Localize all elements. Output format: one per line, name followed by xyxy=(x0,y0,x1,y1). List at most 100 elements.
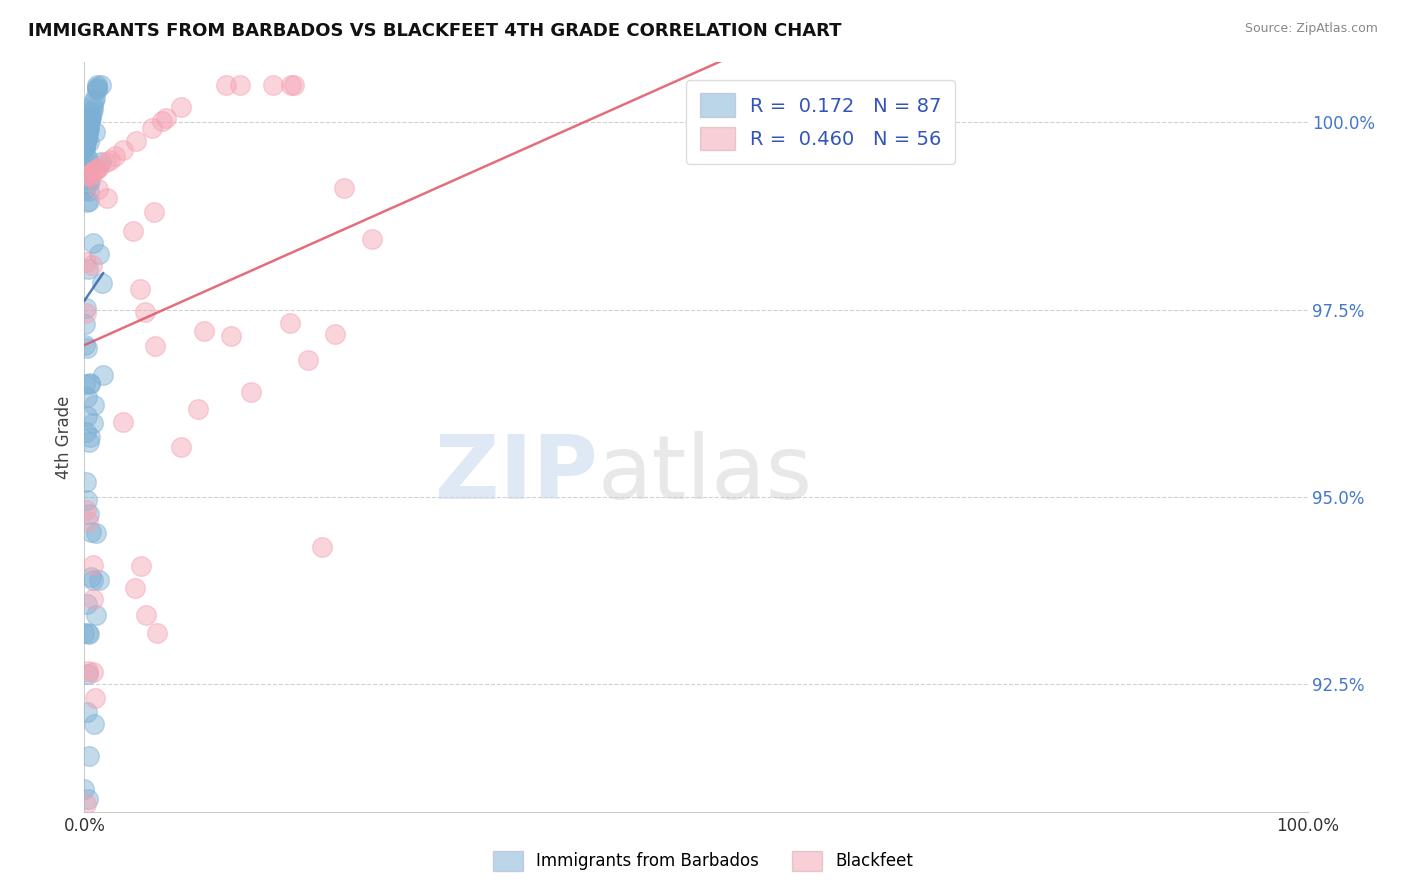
Point xyxy=(79,173,101,187)
Point xyxy=(82,558,104,573)
Point xyxy=(82,102,104,116)
Point xyxy=(90,78,112,92)
Point xyxy=(124,581,146,595)
Point xyxy=(77,169,100,183)
Point xyxy=(75,136,97,151)
Point xyxy=(76,152,98,166)
Point xyxy=(77,667,100,681)
Point xyxy=(73,782,96,797)
Point xyxy=(79,112,101,127)
Point xyxy=(80,108,103,122)
Point xyxy=(77,123,100,137)
Point xyxy=(77,508,100,522)
Point xyxy=(82,665,104,679)
Point xyxy=(75,135,97,149)
Point xyxy=(82,574,104,588)
Point xyxy=(77,120,100,135)
Point xyxy=(79,117,101,131)
Point xyxy=(240,385,263,400)
Point xyxy=(75,255,97,269)
Point xyxy=(87,161,110,175)
Point xyxy=(76,261,98,276)
Point xyxy=(143,205,166,219)
Point xyxy=(82,97,104,112)
Point xyxy=(79,377,101,392)
Point xyxy=(76,705,98,719)
Point xyxy=(75,138,97,153)
Point xyxy=(76,194,98,209)
Text: atlas: atlas xyxy=(598,431,813,518)
Point xyxy=(76,475,98,489)
Point xyxy=(96,191,118,205)
Point xyxy=(73,377,96,392)
Point xyxy=(91,276,114,290)
Point xyxy=(129,559,152,574)
Legend: R =  0.172   N = 87, R =  0.460   N = 56: R = 0.172 N = 87, R = 0.460 N = 56 xyxy=(686,79,955,164)
Point xyxy=(187,402,209,417)
Point xyxy=(104,148,127,162)
Point xyxy=(73,138,96,153)
Point xyxy=(73,626,96,640)
Point xyxy=(79,430,101,444)
Point xyxy=(152,113,174,128)
Point xyxy=(77,434,100,449)
Legend: Immigrants from Barbados, Blackfeet: Immigrants from Barbados, Blackfeet xyxy=(484,842,922,880)
Point xyxy=(229,78,252,92)
Point xyxy=(121,224,143,238)
Point xyxy=(98,153,121,167)
Point xyxy=(77,514,100,528)
Point xyxy=(83,717,105,731)
Text: IMMIGRANTS FROM BARBADOS VS BLACKFEET 4TH GRADE CORRELATION CHART: IMMIGRANTS FROM BARBADOS VS BLACKFEET 4T… xyxy=(28,22,842,40)
Point xyxy=(283,78,305,92)
Point xyxy=(86,161,108,176)
Point xyxy=(75,425,97,439)
Point xyxy=(76,126,98,140)
Point xyxy=(79,376,101,391)
Point xyxy=(84,607,107,622)
Point xyxy=(76,597,98,611)
Point xyxy=(323,327,346,342)
Point xyxy=(75,306,97,320)
Point xyxy=(155,111,177,125)
Point xyxy=(76,131,98,145)
Point xyxy=(80,525,103,540)
Point xyxy=(73,182,96,196)
Point xyxy=(73,140,96,154)
Point xyxy=(311,541,333,555)
Text: ZIP: ZIP xyxy=(436,431,598,518)
Point xyxy=(83,398,105,412)
Point xyxy=(76,163,98,178)
Point xyxy=(82,165,104,179)
Point xyxy=(75,134,97,148)
Point xyxy=(76,128,98,143)
Point xyxy=(80,105,103,120)
Y-axis label: 4th Grade: 4th Grade xyxy=(55,395,73,479)
Point xyxy=(143,339,166,353)
Point xyxy=(83,91,105,105)
Point xyxy=(86,78,108,92)
Point xyxy=(83,95,105,109)
Point xyxy=(77,168,100,182)
Point xyxy=(86,82,108,96)
Point xyxy=(360,232,382,246)
Point xyxy=(215,78,238,92)
Point xyxy=(76,493,98,508)
Point xyxy=(76,409,98,423)
Point xyxy=(86,82,108,96)
Point xyxy=(146,626,169,640)
Point xyxy=(76,128,98,143)
Point xyxy=(219,329,242,343)
Point xyxy=(129,282,152,296)
Point xyxy=(75,338,97,352)
Point xyxy=(280,78,302,92)
Point xyxy=(96,155,118,169)
Point xyxy=(82,235,104,250)
Point xyxy=(76,390,98,404)
Point xyxy=(83,125,105,139)
Point xyxy=(77,169,100,183)
Point xyxy=(262,78,284,92)
Point xyxy=(77,135,100,149)
Point xyxy=(170,100,193,114)
Point xyxy=(76,130,98,145)
Point xyxy=(80,570,103,584)
